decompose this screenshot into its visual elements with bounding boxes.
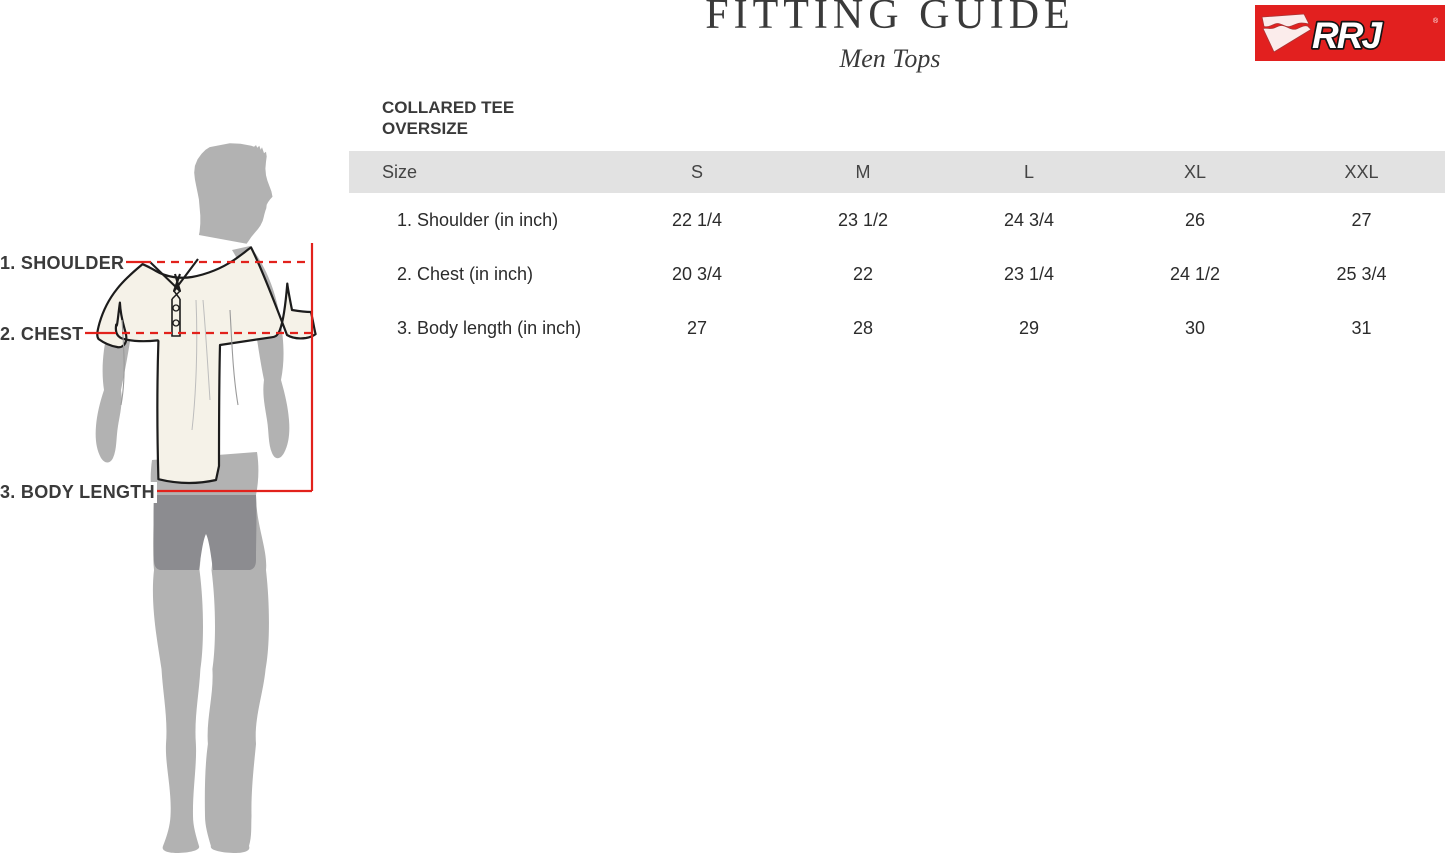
svg-text:RRJ: RRJ: [1312, 15, 1383, 56]
svg-text:®: ®: [1433, 17, 1439, 25]
